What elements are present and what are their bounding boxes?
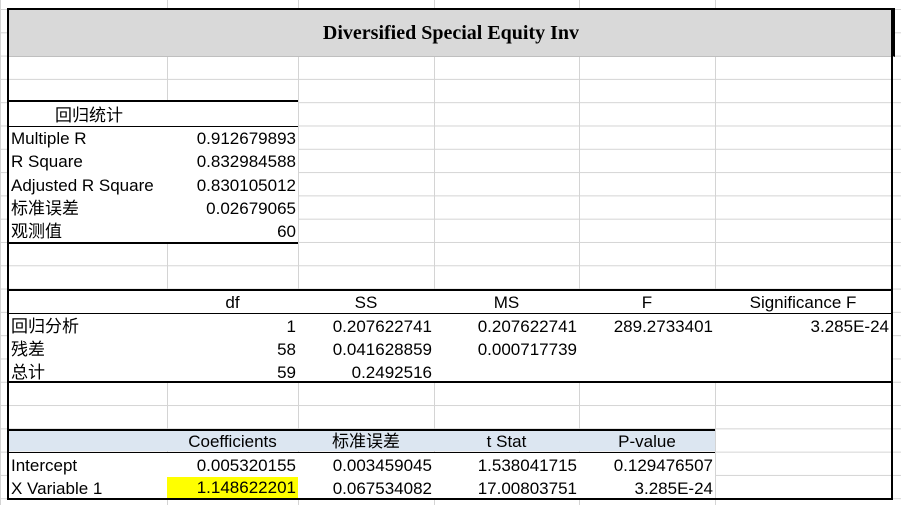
regression-stats-header[interactable]: 回归统计	[55, 106, 123, 125]
grid-column-line	[579, 0, 580, 505]
stat-value-r-square[interactable]: 0.832984588	[196, 152, 296, 171]
coef-header-coefficients[interactable]: Coefficients	[188, 432, 277, 451]
sheet-title[interactable]: Diversified Special Equity Inv	[7, 8, 895, 57]
anova-header-ss[interactable]: SS	[354, 293, 378, 312]
anova-residual-ss[interactable]: 0.041628859	[332, 340, 432, 359]
stat-label-observations[interactable]: 观测值	[11, 222, 62, 241]
anova-row-label-total[interactable]: 总计	[11, 363, 45, 382]
regression-stats-top-border	[9, 100, 298, 102]
coefficients-top-border	[9, 429, 715, 431]
frame-left-border	[7, 8, 9, 500]
anova-residual-ms[interactable]: 0.000717739	[477, 340, 577, 359]
anova-header-f[interactable]: F	[641, 293, 653, 312]
anova-regression-df[interactable]: 1	[286, 317, 296, 336]
stat-label-multiple-r[interactable]: Multiple R	[11, 129, 87, 148]
anova-regression-f[interactable]: 289.2733401	[613, 317, 713, 336]
coef-row-label-intercept[interactable]: Intercept	[11, 456, 78, 475]
anova-block	[9, 291, 891, 381]
anova-regression-ss[interactable]: 0.207622741	[332, 317, 432, 336]
coefficients-block	[9, 453, 715, 498]
anova-regression-ms[interactable]: 0.207622741	[477, 317, 577, 336]
frame-right-border	[891, 8, 893, 500]
anova-total-df[interactable]: 59	[277, 363, 296, 382]
anova-header-ms[interactable]: MS	[493, 293, 520, 312]
coef-x-variable-1-standard-error[interactable]: 0.067534082	[332, 479, 432, 498]
stat-label-r-square[interactable]: R Square	[11, 152, 83, 171]
stat-value-adjusted-r-square[interactable]: 0.830105012	[196, 176, 296, 195]
stat-value-standard-error[interactable]: 0.02679065	[206, 199, 296, 218]
regression-stats-block	[9, 102, 298, 242]
regression-output-sheet: Diversified Special Equity Inv 回归统计 Mult…	[7, 8, 895, 500]
grid-column-line	[167, 0, 168, 505]
grid-column-line	[434, 0, 435, 505]
anova-total-ss[interactable]: 0.2492516	[351, 363, 432, 382]
coef-x-variable-1-t-stat[interactable]: 17.00803751	[477, 479, 577, 498]
coef-header-standard-error[interactable]: 标准误差	[332, 432, 400, 451]
stat-label-standard-error[interactable]: 标准误差	[11, 199, 79, 218]
anova-bottom-border	[9, 381, 891, 383]
anova-header-significance-f[interactable]: Significance F	[749, 293, 857, 312]
stat-label-adjusted-r-square[interactable]: Adjusted R Square	[11, 176, 154, 195]
coef-row-label-x-variable-1[interactable]: X Variable 1	[11, 479, 103, 498]
anova-regression-significance-f[interactable]: 3.285E-24	[810, 317, 889, 336]
stat-value-multiple-r[interactable]: 0.912679893	[196, 129, 296, 148]
coef-x-variable-1-coefficient[interactable]: 1.148622201	[167, 477, 298, 498]
coef-intercept-standard-error[interactable]: 0.003459045	[332, 456, 432, 475]
coef-x-variable-1-p-value[interactable]: 3.285E-24	[634, 479, 713, 498]
frame-bottom-border	[7, 498, 893, 500]
regression-stats-header-underline	[9, 126, 298, 127]
anova-residual-df[interactable]: 58	[277, 340, 296, 359]
anova-header-df[interactable]: df	[225, 293, 240, 312]
coef-intercept-t-stat[interactable]: 1.538041715	[477, 456, 577, 475]
anova-header-underline	[9, 313, 891, 314]
regression-stats-bottom-border	[9, 242, 298, 244]
coefficients-header-underline	[9, 452, 715, 453]
coef-intercept-p-value[interactable]: 0.129476507	[613, 456, 713, 475]
sheet-title-text: Diversified Special Equity Inv	[322, 21, 580, 44]
anova-row-label-regression[interactable]: 回归分析	[11, 317, 79, 336]
stat-value-observations[interactable]: 60	[277, 222, 296, 241]
coef-header-p-value[interactable]: P-value	[618, 432, 676, 451]
grid-column-line	[298, 0, 299, 505]
coef-header-t-stat[interactable]: t Stat	[486, 432, 527, 451]
coefficients-header-bg	[9, 430, 715, 451]
anova-row-label-residual[interactable]: 残差	[11, 340, 45, 359]
coef-intercept-coefficient[interactable]: 0.005320155	[196, 456, 296, 475]
anova-top-border	[9, 289, 891, 291]
grid-column-line	[715, 0, 716, 505]
